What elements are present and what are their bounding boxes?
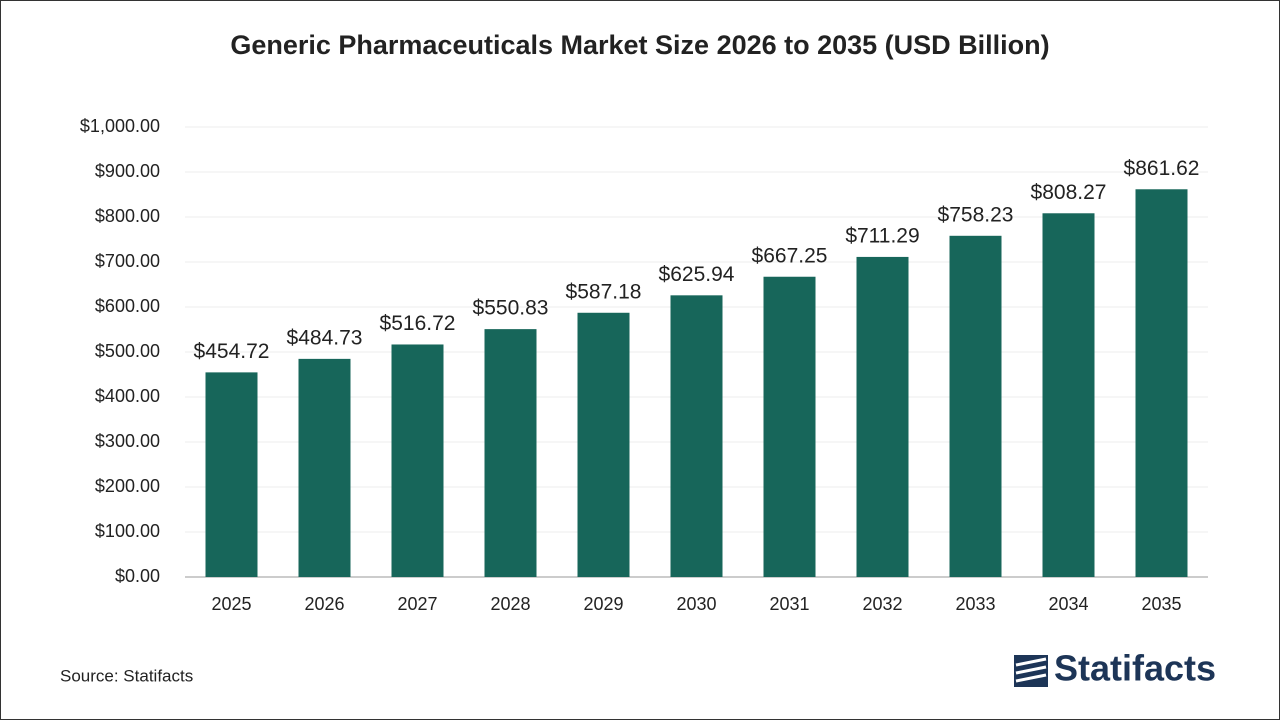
bar <box>484 329 537 577</box>
y-tick-label: $0.00 <box>115 566 160 586</box>
y-tick-label: $300.00 <box>95 431 160 451</box>
value-label: $625.94 <box>659 263 735 286</box>
x-tick-label: 2028 <box>490 594 530 614</box>
logo-icon <box>1014 655 1048 687</box>
y-tick-label: $900.00 <box>95 161 160 181</box>
bar <box>670 295 723 577</box>
bar <box>1135 189 1188 577</box>
y-tick-label: $500.00 <box>95 341 160 361</box>
value-label: $454.72 <box>194 340 270 363</box>
bar <box>763 276 816 577</box>
bar <box>1042 213 1095 577</box>
x-tick-label: 2025 <box>211 594 251 614</box>
value-label: $587.18 <box>566 280 642 303</box>
x-tick-label: 2031 <box>769 594 809 614</box>
x-tick-label: 2033 <box>955 594 995 614</box>
bar <box>391 344 444 577</box>
y-tick-label: $800.00 <box>95 206 160 226</box>
value-label: $711.29 <box>845 224 919 247</box>
x-tick-label: 2026 <box>304 594 344 614</box>
y-tick-label: $700.00 <box>95 251 160 271</box>
x-tick-label: 2035 <box>1141 594 1181 614</box>
value-label: $758.23 <box>938 203 1014 226</box>
bar <box>856 256 909 577</box>
x-tick-label: 2034 <box>1048 594 1088 614</box>
x-tick-label: 2027 <box>397 594 437 614</box>
value-label: $550.83 <box>473 297 549 320</box>
logo: Statifacts <box>1054 648 1216 689</box>
y-tick-label: $400.00 <box>95 386 160 406</box>
x-tick-label: 2030 <box>676 594 716 614</box>
bar <box>298 358 351 577</box>
value-label: $484.73 <box>287 326 363 349</box>
y-tick-label: $600.00 <box>95 296 160 316</box>
y-tick-label: $1,000.00 <box>80 116 160 136</box>
x-tick-label: 2032 <box>862 594 902 614</box>
value-label: $667.25 <box>752 244 828 267</box>
chart-title: Generic Pharmaceuticals Market Size 2026… <box>230 30 1049 60</box>
bar <box>949 235 1002 577</box>
value-label: $808.27 <box>1031 181 1107 204</box>
y-tick-label: $100.00 <box>95 521 160 541</box>
bar <box>577 312 630 577</box>
source: Source: Statifacts <box>60 666 193 685</box>
bar <box>205 372 258 577</box>
value-label: $516.72 <box>380 312 456 335</box>
x-tick-label: 2029 <box>583 594 623 614</box>
value-label: $861.62 <box>1124 157 1200 180</box>
y-tick-label: $200.00 <box>95 476 160 496</box>
